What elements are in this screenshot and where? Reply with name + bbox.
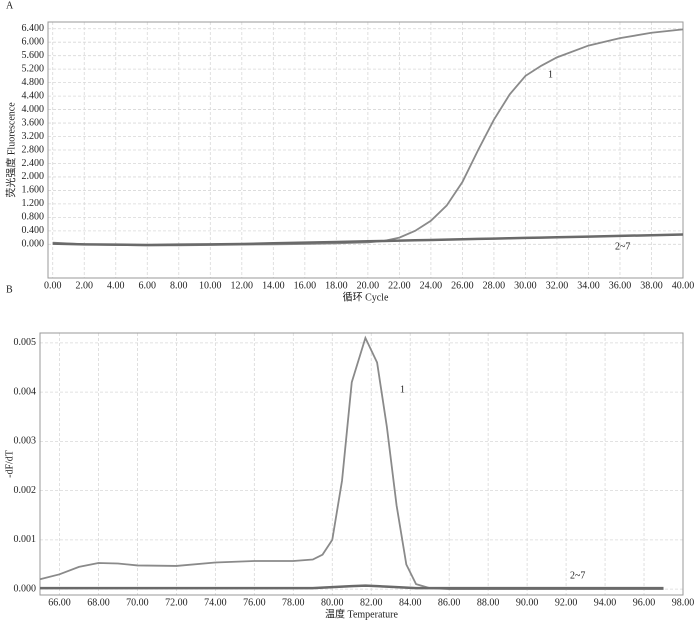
y-tick-label: 2.000 <box>22 171 45 182</box>
x-tick-label: 88.00 <box>477 597 500 608</box>
x-axis-label: 循环 Cycle <box>343 290 389 303</box>
x-tick-label: 84.00 <box>399 597 422 608</box>
x-tick-label: 74.00 <box>204 597 227 608</box>
plot-frame <box>39 332 684 596</box>
x-tick-label: 20.00 <box>357 280 380 291</box>
y-tick-label: 6.000 <box>22 37 45 48</box>
y-axis-label: -dF/dT <box>4 450 15 478</box>
x-tick-label: 8.00 <box>170 280 188 291</box>
x-tick-label: 66.00 <box>48 597 71 608</box>
x-tick-label: 34.00 <box>577 280 600 291</box>
y-tick-label: 3.200 <box>22 131 45 142</box>
x-tick-label: 18.00 <box>325 280 348 291</box>
x-tick-label: 38.00 <box>640 280 663 291</box>
y-tick-label: 1.200 <box>22 198 45 209</box>
x-tick-label: 2.00 <box>75 280 93 291</box>
y-tick-label: 1.600 <box>22 185 45 196</box>
x-tick-label: 70.00 <box>126 597 149 608</box>
series-line <box>40 584 664 590</box>
y-tick-label: 0.001 <box>14 534 37 545</box>
x-tick-label: 36.00 <box>609 280 632 291</box>
x-tick-label: 32.00 <box>546 280 569 291</box>
x-axis-label: 温度 Temperature <box>325 607 398 620</box>
series-label: 2~7 <box>615 241 630 252</box>
y-tick-label: 2.400 <box>22 158 45 169</box>
y-tick-label: 6.400 <box>22 23 45 34</box>
x-tick-label: 6.00 <box>139 280 157 291</box>
y-tick-label: 0.800 <box>22 212 45 223</box>
x-tick-label: 78.00 <box>282 597 305 608</box>
x-tick-label: 92.00 <box>555 597 578 608</box>
y-axis-label: 荧光强度 Fluorescence <box>4 102 17 198</box>
x-tick-label: 94.00 <box>594 597 617 608</box>
panel-label: A <box>6 0 14 11</box>
x-tick-label: 80.00 <box>321 597 344 608</box>
series-line <box>39 335 664 590</box>
x-tick-label: 82.00 <box>360 597 383 608</box>
y-tick-label: 3.600 <box>22 117 45 128</box>
x-tick-label: 4.00 <box>107 280 125 291</box>
x-tick-label: 76.00 <box>243 597 266 608</box>
x-tick-label: 68.00 <box>87 597 110 608</box>
series-label: 1 <box>400 384 405 395</box>
panel-label: B <box>6 284 13 295</box>
x-tick-label: 10.00 <box>199 280 222 291</box>
x-tick-label: 30.00 <box>514 280 537 291</box>
x-tick-label: 24.00 <box>420 280 443 291</box>
x-tick-label: 90.00 <box>516 597 539 608</box>
x-tick-label: 22.00 <box>388 280 411 291</box>
x-tick-label: 40.00 <box>672 280 695 291</box>
x-tick-label: 16.00 <box>294 280 317 291</box>
y-tick-label: 0.004 <box>14 386 37 397</box>
x-tick-label: 98.00 <box>672 597 695 608</box>
x-tick-label: 96.00 <box>633 597 656 608</box>
y-tick-label: 4.800 <box>22 77 45 88</box>
x-tick-label: 12.00 <box>231 280 254 291</box>
y-tick-label: 5.200 <box>22 63 45 74</box>
plot-frame <box>47 21 684 279</box>
y-tick-label: 0.003 <box>14 436 37 447</box>
y-tick-label: 2.800 <box>22 144 45 155</box>
x-tick-label: 86.00 <box>438 597 461 608</box>
x-tick-label: 28.00 <box>483 280 506 291</box>
y-tick-label: 0.005 <box>14 337 37 348</box>
y-tick-label: 0.002 <box>14 485 37 496</box>
series-label: 1 <box>548 69 553 80</box>
x-tick-label: 0.00 <box>44 280 62 291</box>
y-tick-label: 0.000 <box>22 239 45 250</box>
series-line <box>52 233 684 247</box>
y-tick-label: 4.400 <box>22 90 45 101</box>
y-tick-label: 0.000 <box>14 583 37 594</box>
x-tick-label: 14.00 <box>262 280 285 291</box>
y-tick-label: 0.400 <box>22 225 45 236</box>
x-tick-label: 72.00 <box>165 597 188 608</box>
x-tick-label: 26.00 <box>451 280 474 291</box>
y-tick-label: 4.000 <box>22 104 45 115</box>
y-tick-label: 5.600 <box>22 50 45 61</box>
series-label: 2~7 <box>570 570 585 581</box>
